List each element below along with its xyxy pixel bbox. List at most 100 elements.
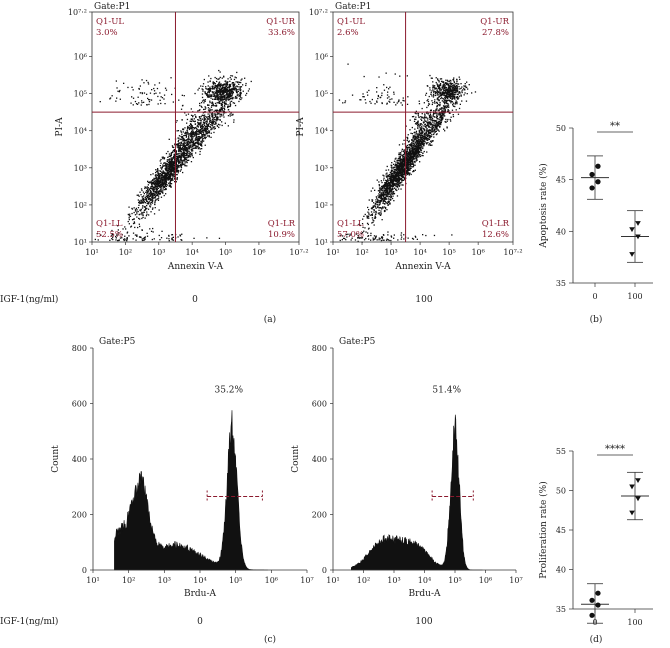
data-point bbox=[416, 146, 418, 149]
data-point bbox=[215, 77, 218, 80]
data-point bbox=[388, 191, 390, 193]
data-point bbox=[168, 234, 170, 237]
data-point bbox=[386, 182, 388, 184]
data-point bbox=[229, 85, 232, 88]
data-point bbox=[429, 137, 431, 139]
data-point bbox=[400, 174, 402, 177]
data-point bbox=[134, 226, 136, 229]
data-point bbox=[375, 203, 377, 205]
data-point bbox=[188, 135, 190, 137]
data-point bbox=[154, 200, 156, 202]
data-point bbox=[179, 147, 182, 150]
data-point bbox=[441, 86, 443, 88]
data-point bbox=[164, 103, 166, 105]
data-point bbox=[382, 195, 385, 198]
data-point bbox=[200, 125, 202, 128]
data-point bbox=[224, 90, 226, 92]
data-point bbox=[223, 95, 225, 98]
data-point bbox=[241, 78, 243, 80]
data-point bbox=[429, 126, 431, 129]
data-point bbox=[403, 167, 405, 169]
data-point bbox=[409, 150, 411, 152]
data-point bbox=[164, 185, 167, 187]
data-point bbox=[440, 97, 442, 100]
data-point bbox=[216, 80, 218, 83]
data-point bbox=[144, 201, 146, 204]
data-point bbox=[212, 114, 214, 117]
data-point bbox=[231, 114, 233, 116]
data-point bbox=[440, 108, 442, 110]
data-point bbox=[409, 161, 411, 163]
data-point bbox=[393, 190, 395, 193]
y-tick-label: 10⁷·² bbox=[68, 8, 87, 17]
data-point bbox=[233, 121, 235, 123]
data-point bbox=[213, 121, 215, 123]
data-point bbox=[399, 178, 402, 180]
data-point bbox=[386, 185, 388, 188]
data-point bbox=[398, 180, 401, 182]
data-point bbox=[450, 91, 453, 93]
data-point bbox=[154, 186, 156, 189]
data-point bbox=[189, 120, 191, 122]
data-point bbox=[391, 182, 393, 185]
data-point bbox=[403, 150, 405, 152]
data-point bbox=[422, 152, 424, 154]
data-point bbox=[123, 239, 125, 242]
data-point bbox=[371, 214, 373, 216]
data-point bbox=[456, 91, 458, 93]
data-point bbox=[451, 91, 453, 93]
data-point bbox=[229, 103, 232, 106]
data-point bbox=[406, 136, 408, 139]
data-point bbox=[460, 95, 462, 97]
data-point bbox=[429, 87, 431, 89]
data-point bbox=[402, 154, 405, 156]
data-point bbox=[387, 180, 389, 183]
data-point bbox=[466, 86, 468, 88]
data-point bbox=[152, 189, 154, 191]
data-point bbox=[408, 162, 410, 164]
data-point bbox=[409, 151, 411, 153]
data-point bbox=[402, 173, 404, 176]
data-point bbox=[160, 180, 163, 182]
data-point bbox=[156, 169, 159, 171]
data-point bbox=[226, 81, 228, 83]
data-point bbox=[192, 150, 194, 152]
data-point bbox=[164, 185, 166, 188]
data-point bbox=[181, 144, 183, 146]
data-point bbox=[429, 140, 432, 142]
data-point bbox=[158, 192, 160, 194]
data-point bbox=[216, 84, 218, 87]
data-point bbox=[398, 168, 400, 170]
data-point bbox=[158, 174, 160, 176]
data-point bbox=[163, 186, 166, 189]
data-point bbox=[195, 134, 198, 136]
data-point bbox=[447, 91, 449, 93]
data-point bbox=[164, 177, 166, 179]
data-point bbox=[446, 90, 448, 93]
data-point bbox=[414, 112, 416, 114]
data-point bbox=[175, 159, 178, 162]
data-point bbox=[149, 92, 152, 94]
data-point bbox=[122, 228, 124, 230]
data-point bbox=[411, 152, 413, 154]
data-point bbox=[389, 185, 391, 188]
data-point bbox=[378, 193, 380, 195]
data-point bbox=[175, 161, 177, 164]
data-point bbox=[150, 201, 153, 203]
data-point bbox=[160, 174, 162, 176]
data-point bbox=[156, 186, 158, 188]
data-point bbox=[430, 119, 432, 121]
data-point bbox=[148, 197, 150, 199]
data-point bbox=[237, 81, 239, 83]
data-point bbox=[246, 92, 248, 95]
x-tick-label: 10⁴ bbox=[185, 248, 198, 257]
data-point bbox=[222, 89, 224, 91]
data-point bbox=[168, 161, 171, 164]
data-point bbox=[157, 187, 160, 189]
data-point bbox=[444, 99, 446, 102]
data-point bbox=[385, 188, 387, 190]
data-point bbox=[401, 179, 403, 181]
data-point bbox=[383, 194, 385, 196]
data-point bbox=[212, 83, 215, 85]
data-point bbox=[391, 183, 393, 186]
